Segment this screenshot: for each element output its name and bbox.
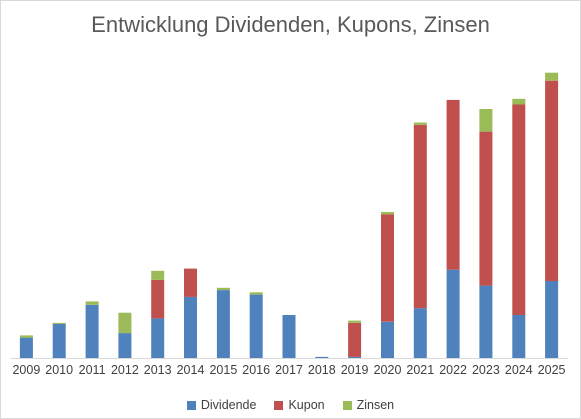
bar-dividende-2016 [249,294,263,358]
bar-kupon-2013 [151,279,165,319]
bar-kupon-2024 [512,104,526,316]
bar-kupon-2021 [413,124,427,309]
x-tick-label: 2019 [341,363,369,377]
bar-dividende-2020 [381,321,394,358]
bar-zinsen-2024 [512,98,526,105]
legend-swatch [274,400,284,410]
bar-zinsen-2025 [545,72,559,81]
legend-item-dividende: Dividende [186,398,257,412]
bar-kupon-2022 [446,99,460,270]
x-tick-label: 2021 [406,363,434,377]
x-tick-label: 2023 [472,363,500,377]
bar-zinsen-2013 [151,270,165,280]
x-tick-label: 2009 [12,363,40,377]
x-tick-label: 2014 [177,363,205,377]
bar-dividende-2018 [315,356,329,358]
bar-dividende-2010 [52,324,66,358]
bar-dividende-2012 [118,333,132,358]
x-tick-label: 2018 [308,363,336,377]
bar-dividende-2009 [19,337,33,358]
legend-swatch [342,400,352,410]
bar-dividende-2019 [348,356,362,358]
bar-zinsen-2021 [413,122,427,125]
bar-dividende-2013 [151,318,165,358]
bar-kupon-2025 [545,80,559,282]
legend-label: Zinsen [356,398,395,412]
x-tick-label: 2024 [505,363,533,377]
x-tick-label: 2020 [374,363,402,377]
legend-label: Dividende [200,398,257,412]
bar-dividende-2014 [184,296,197,358]
x-tick-label: 2022 [439,363,467,377]
bar-dividende-2023 [479,285,493,358]
bar-zinsen-2009 [19,335,33,338]
x-tick-label: 2010 [45,363,73,377]
legend-item-zinsen: Zinsen [342,398,395,412]
chart-title: Entwicklung Dividenden, Kupons, Zinsen [91,12,490,37]
bar-kupon-2020 [381,214,394,322]
bar-zinsen-2023 [479,109,493,132]
bar-kupon-2023 [479,131,493,286]
x-tick-labels: 2009 2010 2011 2012 2013 2014 2015 2016 2017 2018… [12,363,565,377]
bar-dividende-2025 [545,281,559,358]
bar-zinsen-2019 [348,320,362,323]
x-tick-label: 2011 [79,363,106,377]
bar-group [19,72,559,358]
x-tick-label: 2013 [144,363,172,377]
x-tick-label: 2017 [275,363,303,377]
bar-dividende-2011 [85,304,99,358]
legend-swatch [186,400,196,410]
bar-zinsen-2015 [216,287,230,291]
bar-dividende-2022 [446,269,460,358]
x-tick-label: 2015 [209,363,237,377]
bar-zinsen-2011 [85,301,99,305]
bar-zinsen-2020 [381,212,394,215]
legend-item-kupon: Kupon [274,398,325,412]
bar-zinsen-2010 [52,322,66,324]
bar-kupon-2019 [348,322,362,357]
bar-kupon-2014 [184,268,197,297]
bar-zinsen-2012 [118,312,132,334]
bar-dividende-2021 [413,308,427,358]
bar-dividende-2024 [512,315,526,358]
bar-dividende-2017 [282,315,296,358]
x-tick-label: 2025 [538,363,566,377]
legend: Dividende Kupon Zinsen [0,398,581,412]
bar-zinsen-2016 [249,292,263,295]
bar-dividende-2015 [216,290,230,358]
x-tick-label: 2016 [242,363,270,377]
x-tick-label: 2012 [111,363,139,377]
legend-label: Kupon [288,398,325,412]
